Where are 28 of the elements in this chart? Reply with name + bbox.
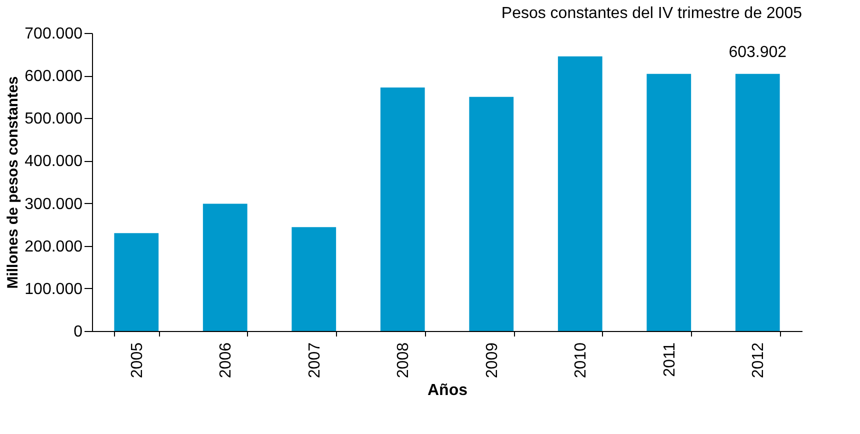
x-tick-label: 2011 bbox=[661, 342, 678, 377]
chart-title: Pesos constantes del IV trimestre de 2005 bbox=[501, 5, 802, 22]
y-axis-title: Millones de pesos constantes bbox=[4, 76, 22, 289]
bar bbox=[646, 74, 692, 331]
y-tick-label: 0 bbox=[74, 324, 83, 340]
bar bbox=[292, 227, 336, 331]
y-tick-label: 400.000 bbox=[24, 153, 83, 170]
x-tick-label: 2012 bbox=[750, 342, 768, 378]
x-tick-label: 2010 bbox=[572, 342, 590, 378]
bar bbox=[469, 96, 514, 331]
y-tick-label: 700.000 bbox=[24, 26, 83, 42]
y-tick-label: 100.000 bbox=[24, 280, 83, 298]
y-tick-label: 600.000 bbox=[24, 68, 83, 86]
x-tick-label: 2005 bbox=[128, 342, 146, 378]
x-tick-label: 2009 bbox=[484, 342, 501, 378]
y-tick-label: 500.000 bbox=[24, 110, 83, 128]
x-axis-title: Años bbox=[428, 382, 468, 400]
bar bbox=[380, 87, 425, 331]
bar bbox=[202, 204, 248, 331]
bar bbox=[558, 56, 602, 331]
y-tick-label: 200.000 bbox=[24, 238, 83, 256]
data-label: 603.902 bbox=[728, 44, 787, 61]
y-tick-label: 300.000 bbox=[24, 196, 83, 213]
x-tick-label: 2006 bbox=[218, 342, 235, 378]
x-tick-label: 2007 bbox=[306, 342, 324, 378]
bar bbox=[735, 74, 780, 331]
bar bbox=[114, 233, 159, 331]
x-tick-label: 2008 bbox=[395, 342, 412, 378]
